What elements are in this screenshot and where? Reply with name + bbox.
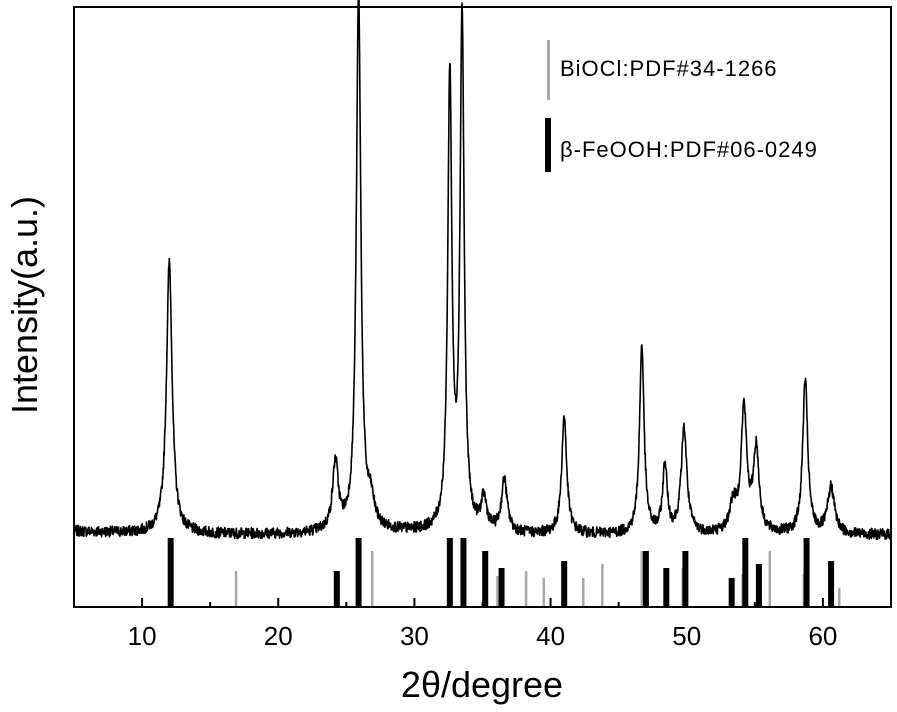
legend-swatch-feooh	[545, 118, 551, 172]
reference-line-feooh	[334, 571, 340, 606]
reference-line-feooh	[828, 561, 834, 606]
reference-line-feooh	[561, 561, 567, 606]
reference-line-biocl	[525, 571, 528, 606]
reference-line-biocl	[371, 551, 374, 606]
reference-line-feooh	[742, 538, 748, 606]
reference-line-feooh	[168, 538, 174, 606]
reference-line-biocl	[543, 578, 546, 606]
reference-line-feooh	[447, 538, 453, 606]
reference-line-biocl	[641, 551, 644, 606]
reference-line-feooh	[499, 568, 505, 606]
x-tick-label: 20	[264, 621, 293, 651]
x-tick-label: 50	[672, 621, 701, 651]
x-tick-label: 10	[128, 621, 157, 651]
y-axis-title: Intensity(a.u.)	[4, 196, 45, 414]
reference-line-feooh	[804, 538, 810, 606]
reference-line-feooh	[756, 564, 762, 606]
legend-label-biocl: BiOCl:PDF#34-1266	[560, 56, 778, 81]
x-tick-label: 60	[808, 621, 837, 651]
reference-line-feooh	[729, 578, 735, 606]
reference-line-biocl	[601, 564, 604, 606]
reference-line-feooh	[482, 551, 488, 606]
reference-line-biocl	[769, 551, 772, 606]
reference-line-feooh	[682, 551, 688, 606]
x-axis-ticks: 10 20 30 40 50 60	[74, 598, 891, 651]
reference-lines	[168, 538, 841, 606]
reference-line-feooh	[663, 568, 669, 606]
x-axis-title: 2θ/degree	[401, 664, 563, 705]
x-tick-label: 30	[400, 621, 429, 651]
reference-line-feooh	[643, 551, 649, 606]
reference-line-feooh	[460, 538, 466, 606]
legend-swatch-biocl	[547, 40, 550, 100]
plot-frame	[74, 7, 891, 607]
reference-line-biocl	[496, 576, 499, 606]
x-tick-label: 40	[536, 621, 565, 651]
reference-line-biocl	[582, 578, 585, 606]
reference-line-biocl	[838, 588, 841, 606]
reference-line-biocl	[235, 571, 238, 606]
legend: BiOCl:PDF#34-1266 β-FeOOH:PDF#06-0249	[545, 40, 818, 172]
legend-label-feooh: β-FeOOH:PDF#06-0249	[560, 137, 818, 162]
reference-line-feooh	[356, 538, 362, 606]
